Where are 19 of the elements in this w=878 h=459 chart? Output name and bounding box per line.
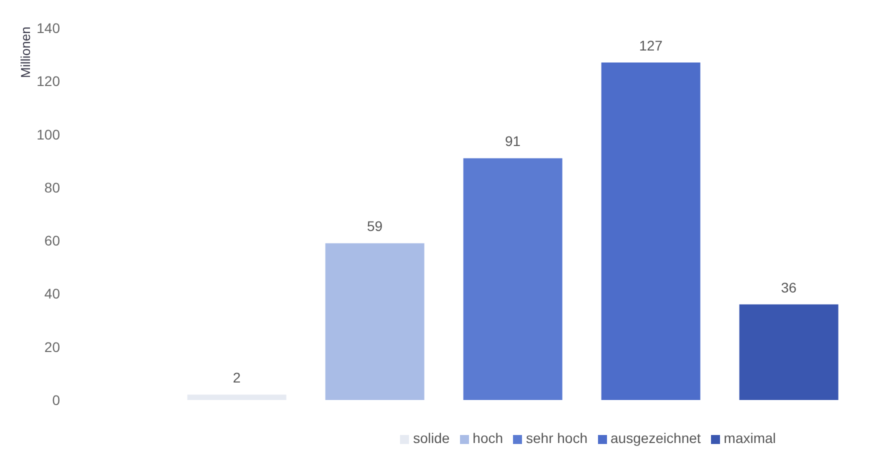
data-label: 59 [367, 218, 383, 234]
data-label: 2 [232, 370, 241, 386]
y-tick-label: 0 [52, 392, 60, 408]
y-tick-label: 80 [44, 179, 60, 196]
y-tick-label: 60 [44, 232, 60, 249]
data-label: 91 [505, 133, 521, 150]
legend-label: solide [413, 430, 450, 446]
y-tick-label: 140 [36, 20, 60, 36]
legend-label: sehr hoch [526, 430, 588, 446]
legend-label: maximal [724, 430, 776, 446]
y-axis-title: Millionen [18, 26, 34, 78]
legend-label: hoch [472, 430, 504, 446]
y-tick-label: 100 [36, 126, 60, 142]
data-label: 36 [781, 279, 797, 296]
y-tick-label: 40 [44, 286, 60, 302]
y-tick-label: 120 [36, 73, 60, 90]
legend-label: ausgezeichnet [610, 430, 701, 446]
y-tick-label: 20 [44, 338, 60, 355]
data-label: 127 [639, 38, 663, 54]
